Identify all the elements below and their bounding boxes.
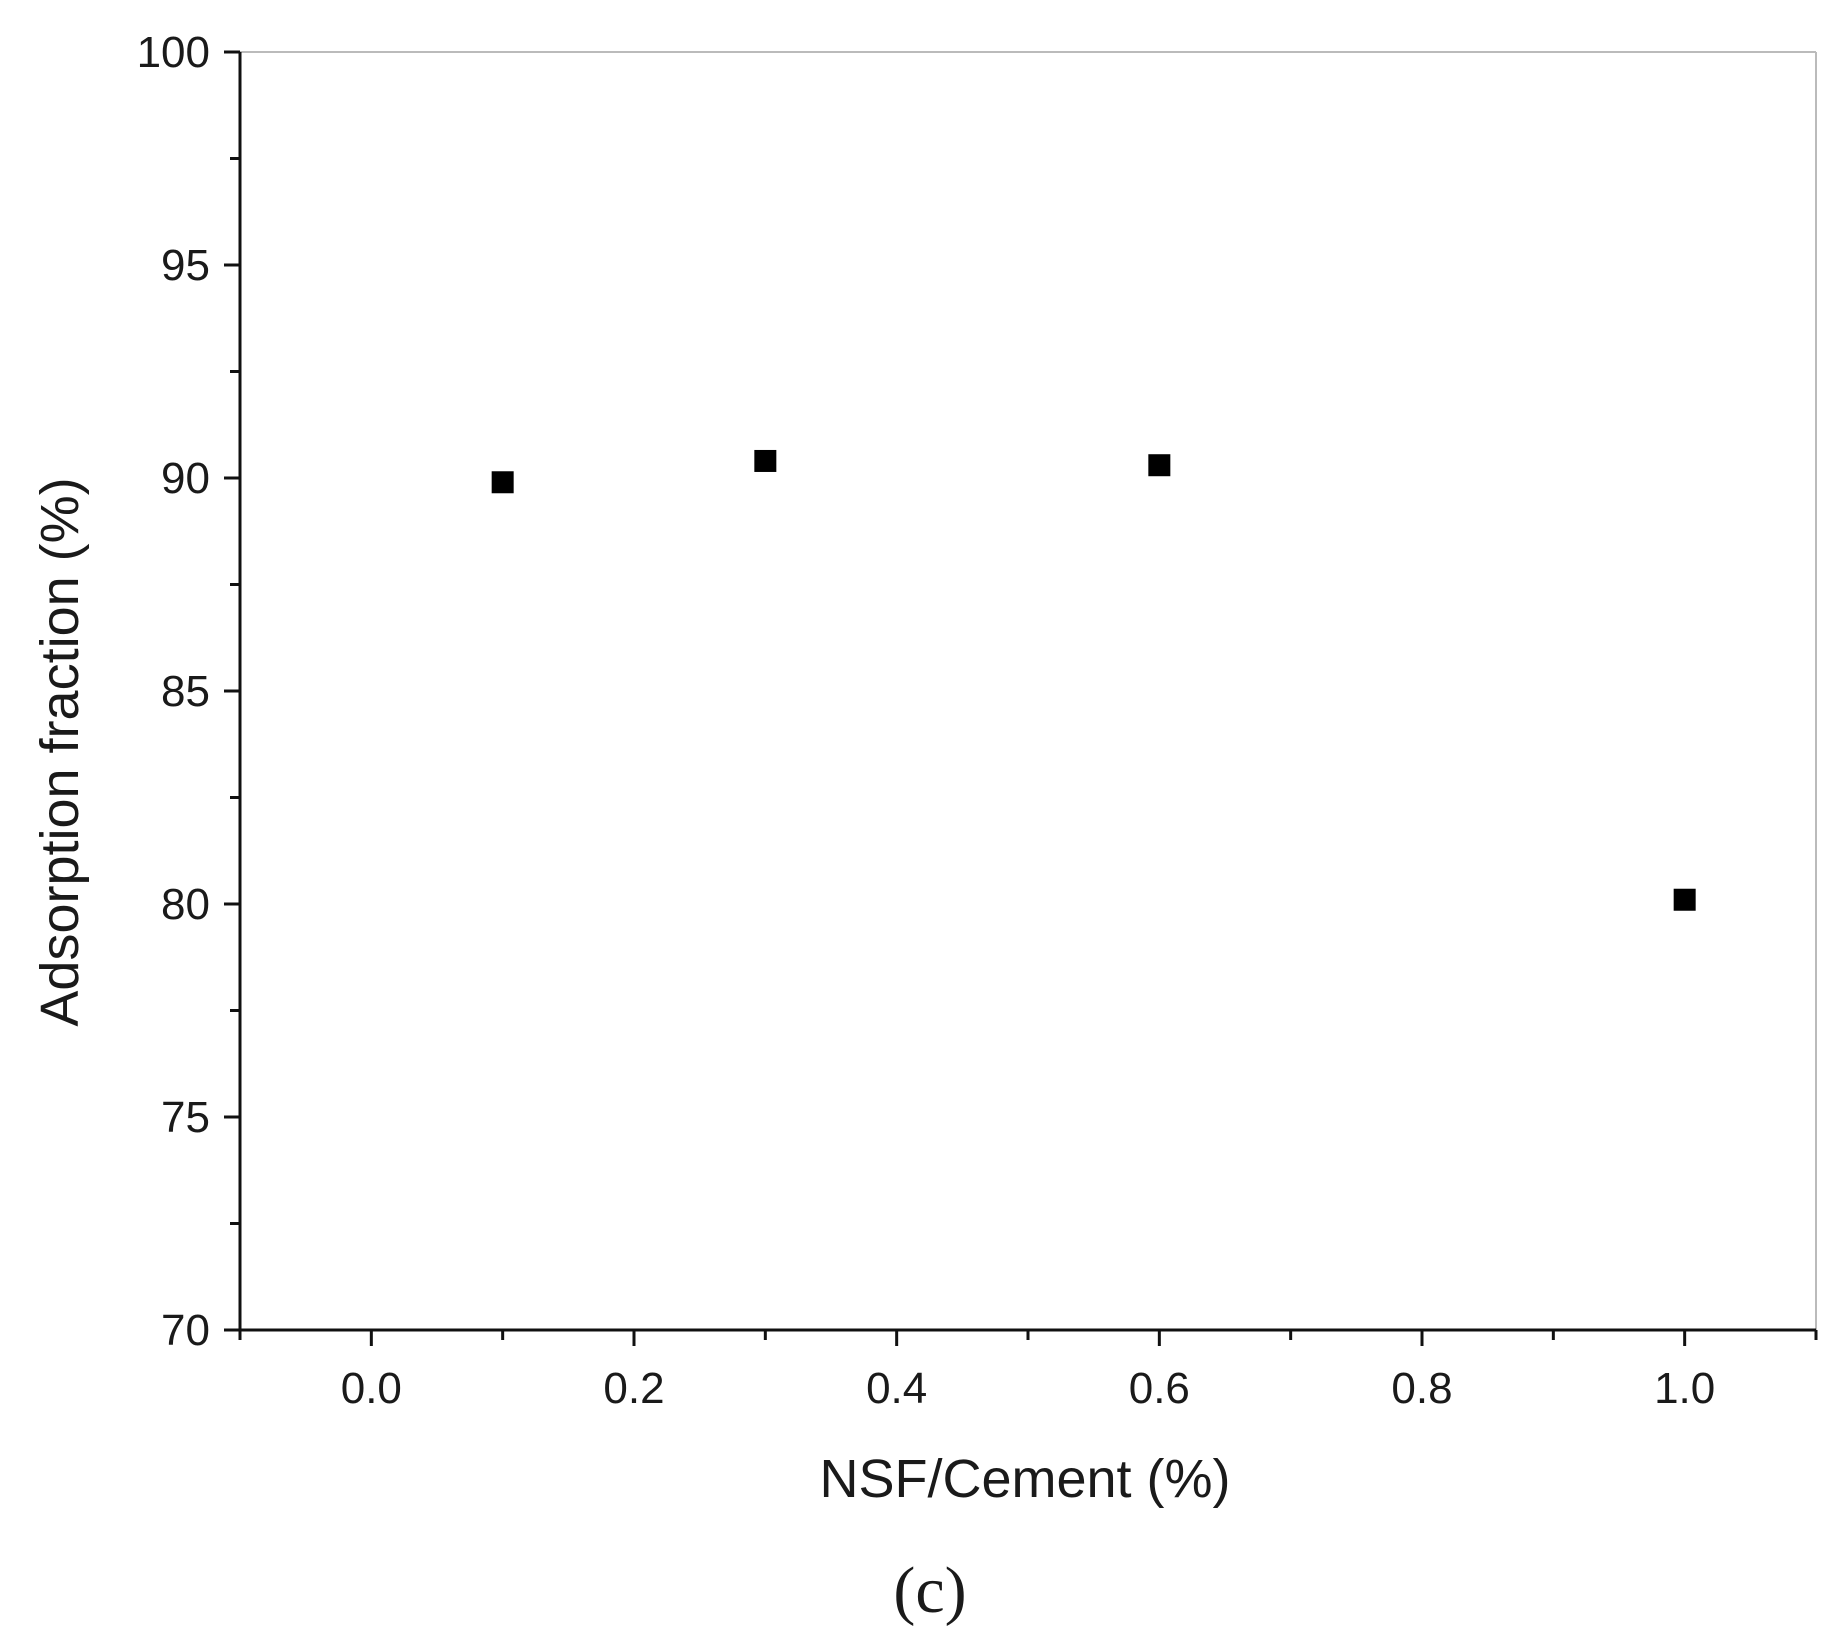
data-point	[1148, 454, 1171, 477]
y-tick-label: 85	[161, 667, 210, 716]
data-point	[1673, 888, 1696, 911]
y-tick-label: 90	[161, 454, 210, 503]
y-tick-label: 95	[161, 241, 210, 290]
x-axis-ticks: 0.0 0.2 0.4 0.6 0.8 1.0	[238, 1330, 1818, 1413]
y-axis-label: Adsorption fraction (%)	[30, 477, 90, 1026]
data-point	[754, 449, 777, 472]
x-tick-label: 0.4	[866, 1364, 927, 1413]
y-tick-label: 75	[161, 1093, 210, 1142]
y-tick-label: 80	[161, 880, 210, 929]
data-points	[491, 449, 1696, 911]
x-axis-label: NSF/Cement (%)	[819, 1449, 1230, 1509]
data-point	[491, 471, 514, 494]
y-tick-label: 100	[137, 28, 210, 77]
y-axis-ticks: 70 75 80 85 90 95 100	[137, 28, 240, 1355]
x-tick-label: 0.0	[341, 1364, 402, 1413]
x-tick-label: 0.2	[603, 1364, 664, 1413]
x-tick-label: 0.8	[1391, 1364, 1452, 1413]
y-tick-label: 70	[161, 1306, 210, 1355]
x-tick-label: 0.6	[1129, 1364, 1190, 1413]
plot-frame	[238, 51, 1817, 1332]
x-tick-label: 1.0	[1654, 1364, 1715, 1413]
panel-label: (c)	[893, 1554, 966, 1627]
